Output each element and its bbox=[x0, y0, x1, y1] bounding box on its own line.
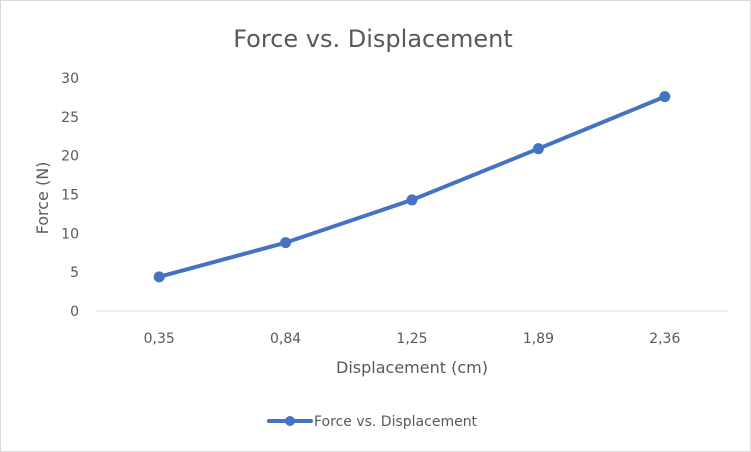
data-point[interactable] bbox=[280, 237, 292, 249]
y-axis-title: Force (N) bbox=[33, 162, 52, 235]
y-tick-label: 30 bbox=[61, 71, 79, 87]
y-tick-label: 0 bbox=[70, 304, 79, 320]
x-axis-title: Displacement (cm) bbox=[336, 358, 488, 377]
y-tick-label: 10 bbox=[61, 226, 79, 242]
chart-title: Force vs. Displacement bbox=[233, 25, 513, 53]
x-tick-label: 1,25 bbox=[396, 331, 427, 347]
x-tick-label: 0,35 bbox=[144, 331, 175, 347]
data-point[interactable] bbox=[406, 194, 418, 206]
x-axis-ticks: 0,35 0,84 1,25 1,89 2,36 bbox=[144, 331, 681, 347]
series-line[interactable] bbox=[157, 94, 667, 279]
x-tick-label: 1,89 bbox=[523, 331, 554, 347]
legend-label: Force vs. Displacement bbox=[314, 414, 478, 430]
legend-swatch-marker bbox=[285, 416, 295, 426]
y-tick-label: 20 bbox=[61, 149, 79, 165]
legend[interactable]: Force vs. Displacement bbox=[267, 414, 478, 430]
y-tick-label: 5 bbox=[70, 265, 79, 281]
y-axis-ticks: 0 5 10 15 20 25 30 bbox=[61, 71, 79, 320]
data-point[interactable] bbox=[153, 271, 165, 283]
series-layer bbox=[153, 91, 671, 283]
x-tick-label: 0,84 bbox=[270, 331, 301, 347]
x-tick-label: 2,36 bbox=[649, 331, 680, 347]
y-tick-label: 15 bbox=[61, 188, 79, 204]
data-point[interactable] bbox=[532, 143, 544, 155]
y-tick-label: 25 bbox=[61, 110, 79, 126]
data-point[interactable] bbox=[659, 91, 671, 103]
